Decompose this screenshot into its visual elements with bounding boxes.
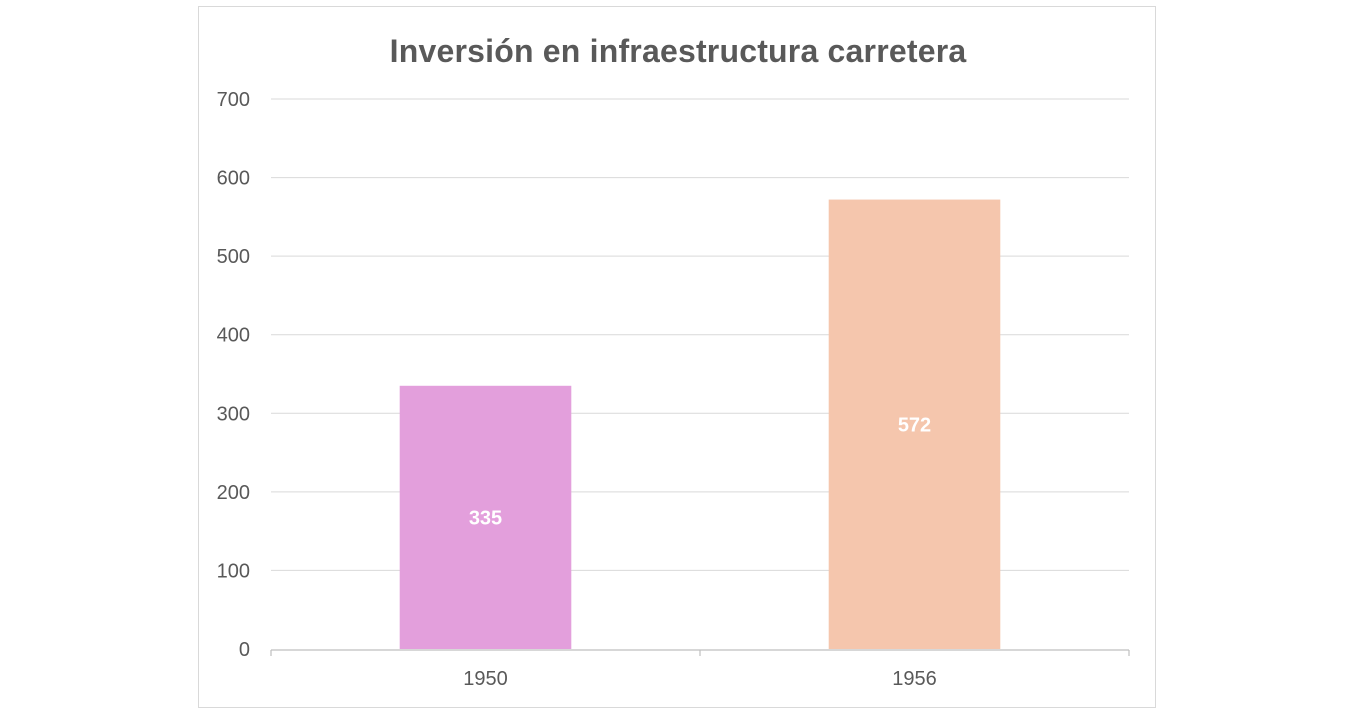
x-tick-label-1950: 1950 [463, 668, 508, 690]
y-tick-label: 300 [217, 403, 250, 425]
bar-1950 [399, 385, 572, 649]
y-tick-label: 700 [217, 89, 250, 111]
data-label-1956: 572 [898, 414, 931, 436]
y-tick-label: 0 [239, 639, 250, 661]
chart-title: Inversión en infraestructura carretera [389, 33, 967, 69]
data-label-1950: 335 [469, 507, 502, 529]
y-tick-label: 400 [217, 325, 250, 347]
bar-1956 [828, 199, 1001, 650]
y-tick-label: 500 [217, 246, 250, 268]
y-tick-label: 200 [217, 482, 250, 504]
y-tick-label: 100 [217, 560, 250, 582]
y-tick-label: 600 [217, 168, 250, 190]
x-tick-label-1956: 1956 [892, 668, 937, 690]
